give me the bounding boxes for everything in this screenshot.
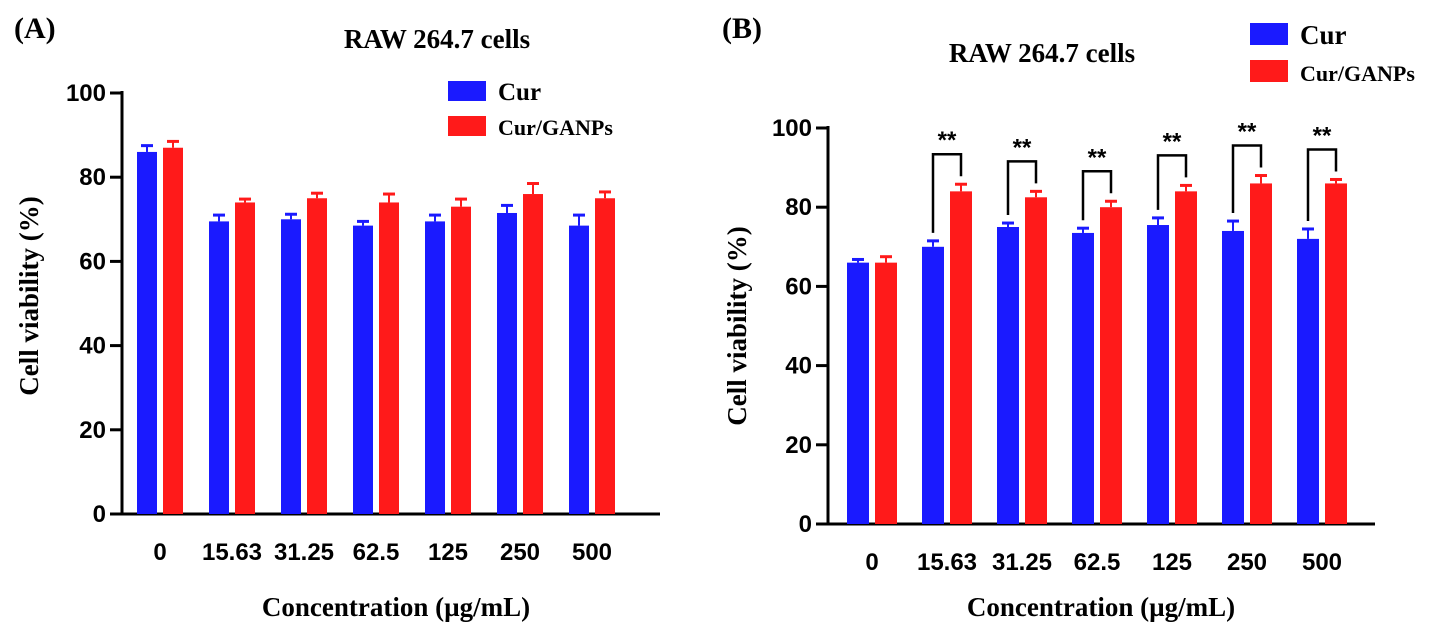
bar-cur-ganps [1100, 207, 1122, 524]
plot-area: 0 20 40 60 80 100 0 15.63 31.25 62.5 125 250 500 [66, 80, 660, 566]
legend-swatch-cur [448, 81, 486, 101]
significance-label: ** [1238, 119, 1257, 146]
legend-swatch-cur [1250, 23, 1288, 45]
bar-cur [425, 221, 445, 514]
y-tick-label: 40 [785, 353, 812, 380]
bar-cur [922, 246, 944, 525]
significance-bracket [1006, 160, 1038, 216]
legend-label-cur: Cur [1300, 20, 1347, 50]
bar-cur-ganps [950, 191, 972, 525]
x-tick-label: 62.5 [353, 539, 400, 566]
panel-a: (A) RAW 264.7 cells Cell viability (%) C… [14, 12, 660, 622]
bar-cur [1147, 225, 1169, 524]
y-tick-label: 0 [799, 511, 812, 538]
bar-cur [281, 219, 301, 515]
x-axis-label: Concentration (µg/mL) [262, 592, 530, 622]
legend: Cur Cur/GANPs [448, 79, 613, 140]
x-tick-label: 31.25 [274, 539, 334, 566]
bar-cur-ganps [1325, 183, 1347, 524]
significance-bracket [1231, 144, 1263, 214]
panel-label: (B) [722, 12, 762, 45]
bar-cur [209, 221, 229, 514]
bar-cur [353, 225, 373, 515]
panel-label: (A) [14, 12, 56, 45]
y-tick-label: 60 [785, 273, 812, 300]
bar-cur [1072, 232, 1094, 524]
bar-cur-ganps [307, 198, 327, 514]
bar-cur [847, 262, 869, 524]
bar-cur-ganps [235, 202, 255, 514]
y-tick-label: 0 [93, 501, 106, 528]
bar-cur [569, 225, 589, 515]
y-tick-label: 100 [66, 80, 106, 107]
y-tick-label: 80 [79, 164, 106, 191]
bar-cur-ganps [163, 147, 183, 515]
x-tick-label: 0 [153, 539, 166, 566]
legend: Cur Cur/GANPs [1250, 20, 1415, 86]
y-tick-label: 100 [772, 115, 812, 142]
chart-title: RAW 264.7 cells [344, 24, 530, 54]
significance-label: ** [1163, 128, 1182, 155]
legend-swatch-cur-ganps [448, 116, 486, 136]
y-tick-label: 20 [79, 417, 106, 444]
bar-cur-ganps [451, 206, 471, 515]
legend-label-cur-ganps: Cur/GANPs [1300, 61, 1415, 86]
chart-title: RAW 264.7 cells [949, 38, 1135, 68]
y-tick-label: 80 [785, 194, 812, 221]
x-tick-label: 250 [1227, 549, 1267, 576]
y-tick-label: 60 [79, 248, 106, 275]
bar-cur-ganps [1025, 197, 1047, 525]
significance-bracket [1156, 154, 1188, 210]
x-tick-label: 250 [500, 539, 540, 566]
x-tick-label: 15.63 [202, 539, 262, 566]
plot-area: 0 20 40 60 80 100 0 15.63 ** 31.25 ** 62.5 ** 125 ** 25… [772, 115, 1375, 576]
significance-label: ** [1313, 122, 1332, 149]
legend-label-cur: Cur [498, 79, 541, 106]
significance-bracket [1081, 170, 1113, 221]
significance-bracket [1306, 148, 1338, 221]
y-tick-label: 40 [79, 333, 106, 360]
bar-cur-ganps [379, 202, 399, 514]
x-tick-label: 31.25 [992, 549, 1052, 576]
bar-cur [1297, 238, 1319, 524]
y-axis-label: Cell viability (%) [722, 226, 752, 425]
significance-label: ** [1013, 134, 1032, 161]
bar-cur-ganps [523, 194, 543, 515]
bar-cur-ganps [1175, 191, 1197, 525]
x-tick-label: 125 [428, 539, 468, 566]
y-axis-label: Cell viability (%) [14, 196, 44, 395]
significance-bracket [931, 152, 963, 233]
x-axis-label: Concentration (µg/mL) [967, 592, 1235, 622]
bar-cur-ganps [595, 198, 615, 514]
significance-label: ** [1088, 144, 1107, 171]
bar-cur-ganps [1250, 183, 1272, 524]
bar-cur [497, 212, 517, 515]
x-tick-label: 500 [572, 539, 612, 566]
significance-label: ** [938, 127, 957, 154]
x-tick-label: 62.5 [1074, 549, 1121, 576]
legend-label-cur-ganps: Cur/GANPs [498, 115, 613, 140]
x-tick-label: 125 [1152, 549, 1192, 576]
bar-cur [137, 151, 157, 514]
bar-cur-ganps [875, 262, 897, 524]
x-tick-label: 0 [865, 549, 878, 576]
x-tick-label: 15.63 [917, 549, 977, 576]
y-tick-label: 20 [785, 432, 812, 459]
panel-b: (B) RAW 264.7 cells Cell viability (%) C… [722, 12, 1415, 622]
x-tick-label: 500 [1302, 549, 1342, 576]
legend-swatch-cur-ganps [1250, 60, 1288, 82]
bar-cur [1222, 230, 1244, 524]
bar-cur [997, 227, 1019, 524]
